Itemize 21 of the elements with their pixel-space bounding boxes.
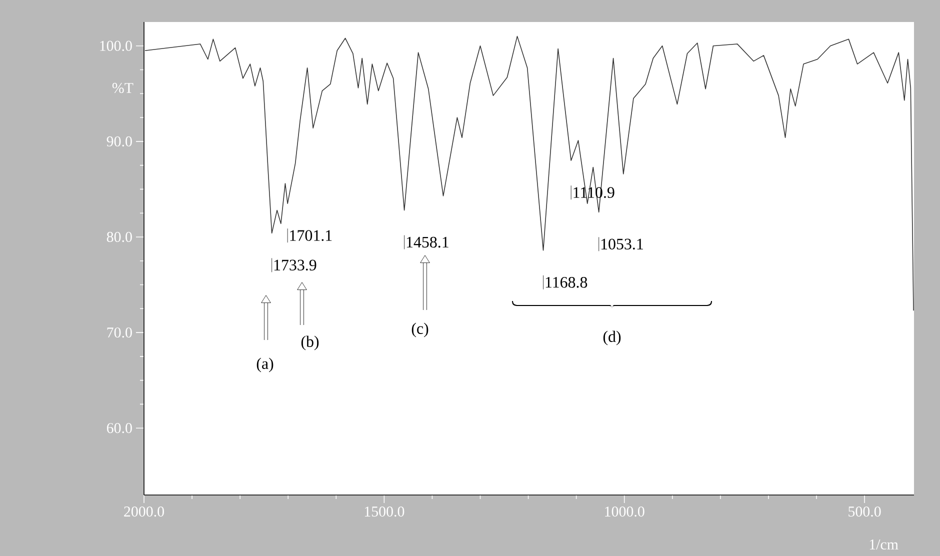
annotation: 1701.1 (290, 230, 332, 241)
y-axis-title: %T (112, 82, 134, 94)
line-series (144, 36, 914, 311)
annotation: 1733.9 (274, 260, 316, 271)
annotation: (c) (412, 322, 428, 338)
x-axis-title: 1/cm (870, 540, 898, 550)
x-tick-label: 1500.0 (364, 506, 404, 517)
annotation: 1168.8 (546, 276, 588, 288)
annotation: (b) (301, 336, 319, 350)
x-tick-label: 500.0 (848, 506, 881, 517)
x-tick-label: 1000.0 (605, 506, 644, 517)
y-tick-label: 80.0 (106, 232, 132, 242)
y-tick-label: 100.0 (100, 40, 132, 51)
annotation: (d) (603, 330, 621, 346)
annotation: 1053.1 (601, 238, 643, 250)
y-tick-label: 60.0 (106, 423, 132, 434)
y-tick-label: 70.0 (107, 327, 132, 338)
x-tick-label: 2000.0 (124, 506, 164, 517)
annotation: (a) (256, 358, 274, 372)
y-tick-label: 90.0 (106, 136, 132, 147)
annotation: 1458.1 (406, 236, 448, 248)
